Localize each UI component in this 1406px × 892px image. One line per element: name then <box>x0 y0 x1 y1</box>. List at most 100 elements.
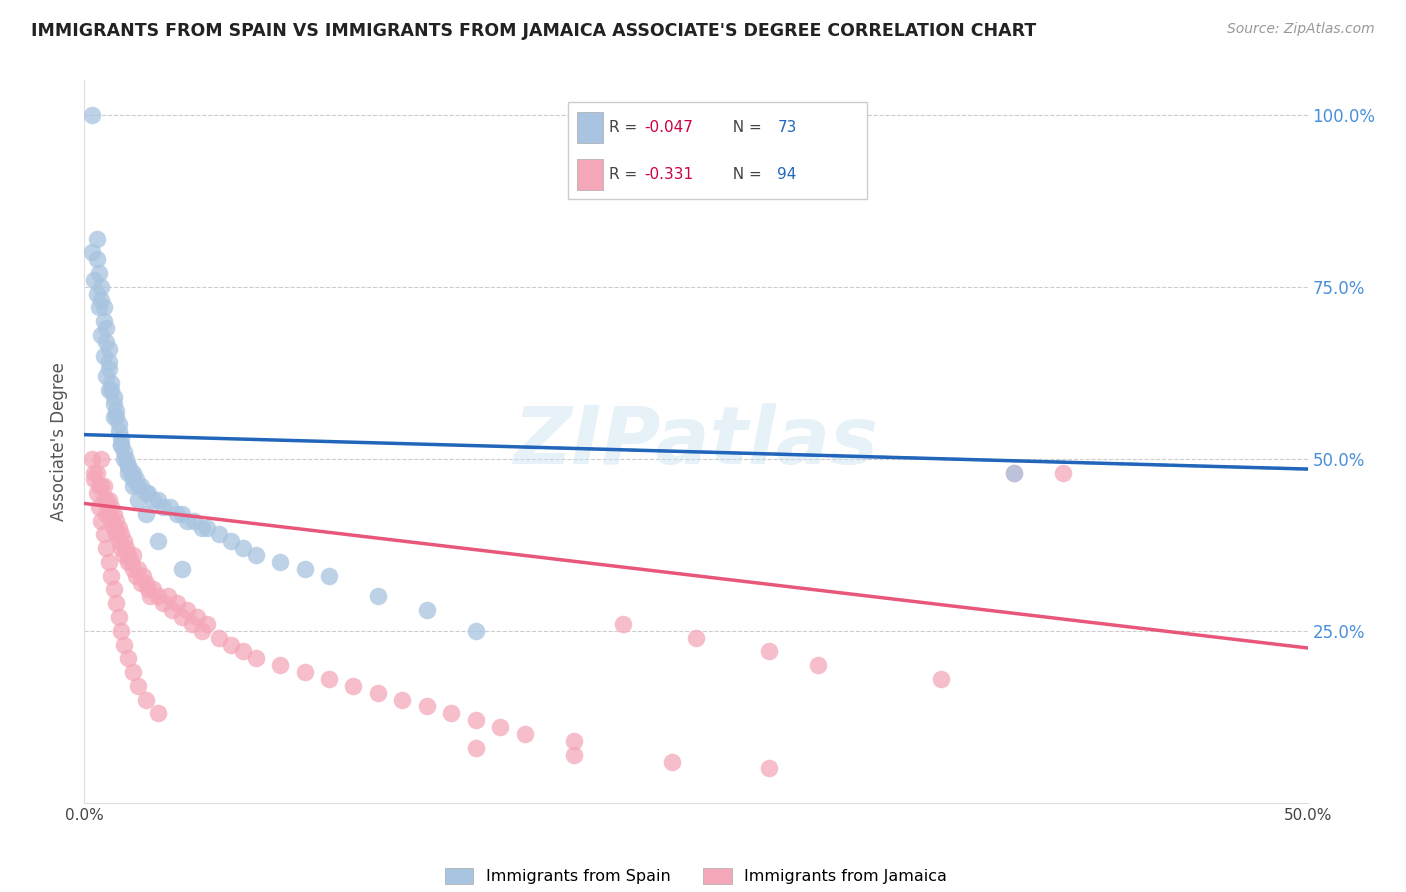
Point <box>110 527 132 541</box>
Point <box>90 293 112 308</box>
Point <box>107 417 129 432</box>
Point <box>489 720 512 734</box>
Point <box>105 514 128 528</box>
Point <box>107 534 129 549</box>
Point <box>110 624 132 638</box>
Point <box>208 527 231 541</box>
Point <box>90 451 112 466</box>
Point <box>87 479 110 493</box>
Point <box>125 568 148 582</box>
Point <box>245 651 267 665</box>
Point <box>146 590 169 604</box>
Point <box>195 520 218 534</box>
Point <box>146 534 169 549</box>
Point <box>152 596 174 610</box>
Point <box>416 699 439 714</box>
Point <box>110 438 132 452</box>
Point <box>115 541 138 556</box>
Point <box>93 493 115 508</box>
Point <box>135 692 157 706</box>
Point <box>112 638 135 652</box>
Text: IMMIGRANTS FROM SPAIN VS IMMIGRANTS FROM JAMAICA ASSOCIATE'S DEGREE CORRELATION : IMMIGRANTS FROM SPAIN VS IMMIGRANTS FROM… <box>31 22 1036 40</box>
Point <box>97 383 120 397</box>
Point <box>172 507 194 521</box>
Point <box>97 493 120 508</box>
Point <box>269 658 291 673</box>
Point <box>127 479 149 493</box>
Point <box>87 266 110 280</box>
Point <box>105 410 128 425</box>
Point <box>159 500 181 514</box>
Point <box>117 458 139 473</box>
Point <box>172 610 194 624</box>
Point <box>122 665 145 679</box>
Point <box>125 472 148 486</box>
Point <box>142 493 165 508</box>
Point <box>87 500 110 514</box>
Point <box>232 644 254 658</box>
Point <box>83 273 105 287</box>
Point <box>90 279 112 293</box>
Point <box>232 541 254 556</box>
Point <box>100 568 122 582</box>
Point <box>612 616 634 631</box>
Point <box>83 472 105 486</box>
Point <box>115 451 138 466</box>
Point <box>110 541 132 556</box>
Point <box>176 603 198 617</box>
Point <box>103 397 125 411</box>
Point <box>112 548 135 562</box>
Point <box>96 334 118 349</box>
Point <box>117 555 139 569</box>
Point <box>120 466 142 480</box>
Point <box>929 672 952 686</box>
Point <box>112 445 135 459</box>
Point <box>103 507 125 521</box>
Point <box>100 376 122 390</box>
Point <box>685 631 707 645</box>
Point <box>367 686 389 700</box>
Point <box>129 575 152 590</box>
Point <box>127 679 149 693</box>
Point <box>120 555 142 569</box>
Point <box>562 734 585 748</box>
Point <box>146 493 169 508</box>
Point <box>166 596 188 610</box>
Point <box>117 458 139 473</box>
Point <box>416 603 439 617</box>
Point <box>97 507 120 521</box>
Point <box>87 301 110 315</box>
Point <box>294 665 316 679</box>
Point <box>107 610 129 624</box>
Point <box>96 541 118 556</box>
Point <box>172 562 194 576</box>
Point <box>318 672 340 686</box>
Point <box>513 727 536 741</box>
Point <box>105 527 128 541</box>
Point <box>139 590 162 604</box>
Point <box>100 500 122 514</box>
Point <box>93 314 115 328</box>
Point <box>80 245 103 260</box>
Point <box>93 479 115 493</box>
Point <box>142 582 165 597</box>
Point <box>1002 466 1025 480</box>
Point <box>107 424 129 438</box>
Point <box>97 555 120 569</box>
Point <box>367 590 389 604</box>
Point <box>97 342 120 356</box>
Point <box>117 548 139 562</box>
Point <box>342 679 364 693</box>
Point <box>191 520 214 534</box>
Point <box>103 410 125 425</box>
Point <box>93 349 115 363</box>
Point <box>219 638 242 652</box>
Point <box>661 755 683 769</box>
Y-axis label: Associate's Degree: Associate's Degree <box>51 362 69 521</box>
Point <box>195 616 218 631</box>
Point <box>219 534 242 549</box>
Point <box>269 555 291 569</box>
Point <box>1002 466 1025 480</box>
Point <box>146 706 169 721</box>
Point <box>86 231 108 245</box>
